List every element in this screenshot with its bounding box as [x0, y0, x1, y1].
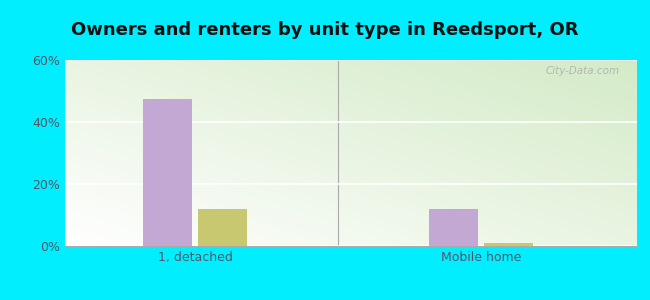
Text: City-Data.com: City-Data.com [546, 66, 620, 76]
Bar [143, 99, 192, 246]
Bar [484, 243, 533, 246]
Text: Owners and renters by unit type in Reedsport, OR: Owners and renters by unit type in Reeds… [72, 21, 578, 39]
Bar [198, 209, 247, 246]
Bar [429, 209, 478, 246]
